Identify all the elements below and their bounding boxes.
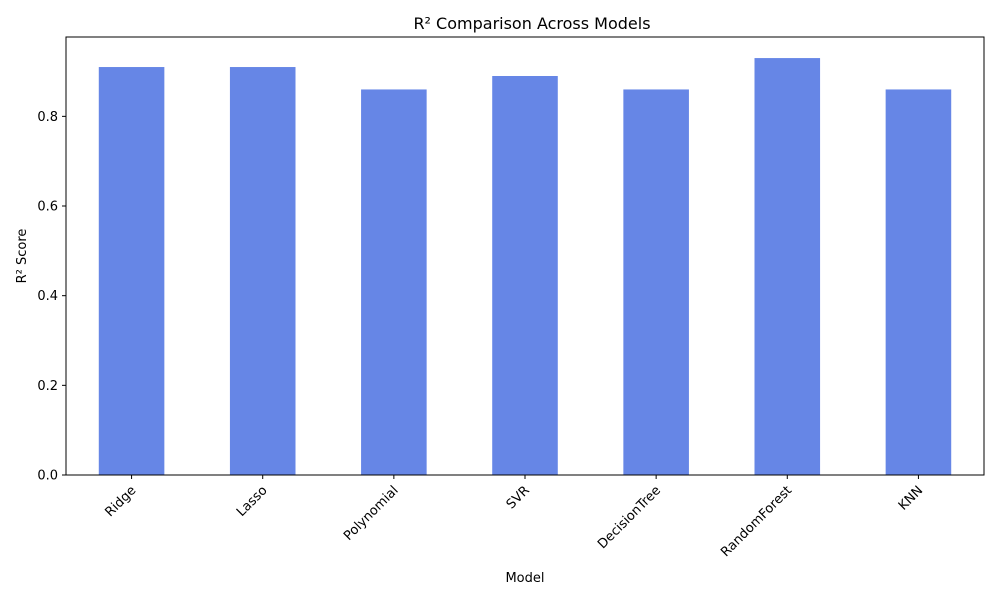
y-tick-label: 0.6 [37, 200, 58, 215]
y-tick-label: 0.2 [37, 379, 58, 394]
x-tick-label: DecisionTree [595, 483, 664, 552]
bar-knn [885, 89, 952, 476]
chart-title: R² Comparison Across Models [413, 14, 650, 33]
y-axis-ticks: 0.0 0.2 0.4 0.6 0.8 [37, 110, 66, 484]
x-tick-label: Ridge [103, 483, 140, 520]
x-tick-label: Lasso [234, 483, 271, 520]
x-axis-ticks: Ridge Lasso Polynomial SVR DecisionTree Rando… [103, 475, 926, 560]
x-axis-label: Model [505, 571, 544, 586]
bar-ridge [98, 67, 165, 475]
bar-polynomial [361, 89, 427, 476]
y-tick-label: 0.4 [37, 289, 58, 304]
bar-lasso [229, 67, 296, 475]
bar-decisiontree [623, 89, 689, 476]
y-tick-label: 0.8 [37, 110, 58, 125]
bar-randomforest [754, 58, 821, 476]
x-tick-label: Polynomial [341, 483, 402, 544]
y-axis-label: R² Score [15, 229, 30, 284]
y-tick-label: 0.0 [37, 469, 58, 484]
bars-group [98, 58, 952, 476]
x-tick-label: KNN [896, 483, 926, 513]
x-tick-label: SVR [504, 483, 533, 512]
bar-svr [492, 76, 558, 476]
x-tick-label: RandomForest [718, 483, 795, 560]
plot-frame [65, 36, 985, 476]
